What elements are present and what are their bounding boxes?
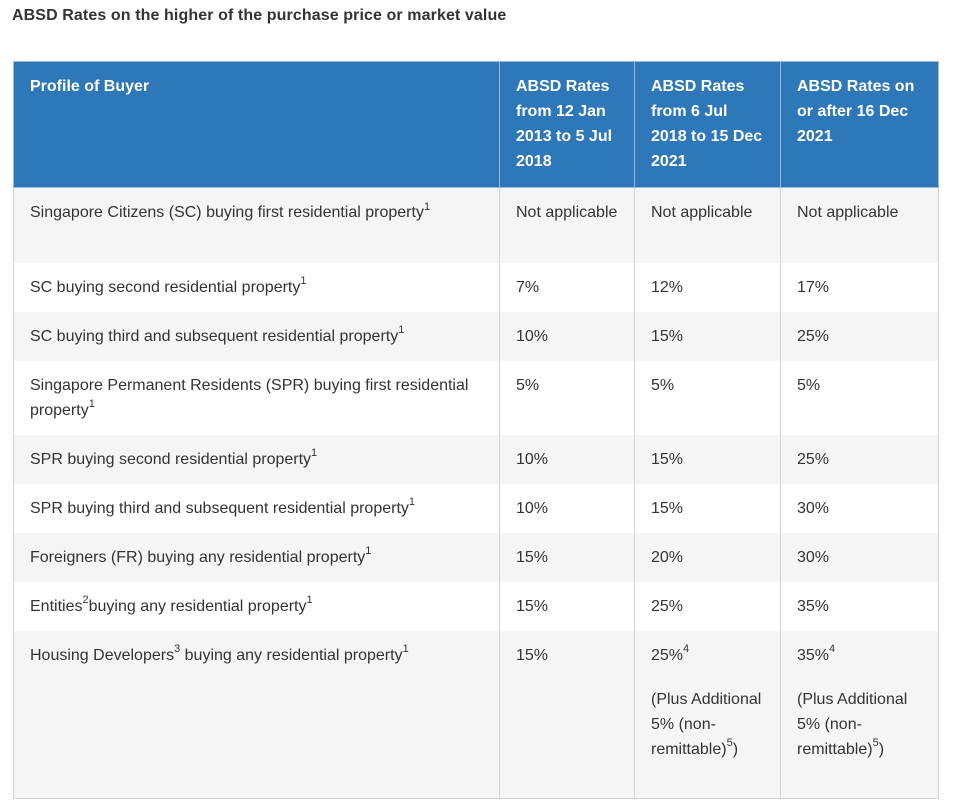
- table-row: SC buying second residential property1 7…: [13, 262, 939, 312]
- profile-cell: SPR buying second residential property1: [13, 434, 500, 484]
- table-header: Profile of Buyer ABSD Rates from 12 Jan …: [13, 61, 939, 188]
- profile-cell: SC buying second residential property1: [13, 262, 500, 312]
- rate-2013-cell: 15%: [499, 532, 635, 582]
- rate-2021-cell: 25%: [780, 434, 939, 484]
- table-row: Singapore Citizens (SC) buying first res…: [13, 187, 939, 263]
- header-rate-2018-2021: ABSD Rates from 6 Jul 2018 to 15 Dec 202…: [634, 61, 781, 188]
- rate-2021-cell: 30%: [780, 532, 939, 582]
- profile-cell: Housing Developers3 buying any residenti…: [13, 630, 500, 799]
- profile-cell: SC buying third and subsequent residenti…: [13, 311, 500, 361]
- rate-2021-cell: 35%: [780, 581, 939, 631]
- rate-2018-cell: 15%: [634, 311, 781, 361]
- footnote-ref: 1: [311, 447, 318, 460]
- footnote-ref: 1: [306, 594, 313, 607]
- table-row: SPR buying third and subsequent resident…: [13, 483, 939, 533]
- footnote-ref: 1: [408, 496, 416, 509]
- rate-2013-cell: 7%: [499, 262, 635, 312]
- rate-2021-cell: 35%4 (Plus Additional 5% (non-remittable…: [780, 630, 939, 799]
- footnote-ref: 1: [365, 545, 372, 558]
- rate-2018-cell: 15%: [634, 483, 781, 533]
- table-row: Singapore Permanent Residents (SPR) buyi…: [13, 360, 939, 435]
- rate-2013-cell: 15%: [499, 581, 635, 631]
- table-row: SPR buying second residential property1 …: [13, 434, 939, 484]
- header-rate-2013-2018: ABSD Rates from 12 Jan 2013 to 5 Jul 201…: [499, 61, 635, 188]
- additional-rate-note: (Plus Additional 5% (non-remittable)5): [797, 690, 908, 758]
- footnote-ref: 1: [402, 643, 409, 656]
- rate-2018-cell: Not applicable: [634, 187, 781, 263]
- header-rate-after-2021: ABSD Rates on or after 16 Dec 2021: [780, 61, 939, 188]
- profile-cell: Foreigners (FR) buying any residential p…: [13, 532, 500, 582]
- footnote-ref: 1: [300, 275, 307, 288]
- table-caption: ABSD Rates on the higher of the purchase…: [12, 7, 507, 24]
- rate-2013-cell: 10%: [499, 311, 635, 361]
- rate-2013-cell: 5%: [499, 360, 635, 435]
- rate-2021-cell: 30%: [780, 483, 939, 533]
- footnote-ref: 2: [82, 594, 89, 607]
- table-body: Singapore Citizens (SC) buying first res…: [13, 187, 939, 799]
- profile-cell: Entities2buying any residential property…: [13, 581, 500, 631]
- table-row: Foreigners (FR) buying any residential p…: [13, 532, 939, 582]
- rate-2021-cell: 17%: [780, 262, 939, 312]
- footnote-ref: 5: [872, 737, 879, 750]
- profile-cell: Singapore Permanent Residents (SPR) buyi…: [13, 360, 500, 435]
- additional-rate-note: (Plus Additional 5% (non-remittable)5): [651, 690, 762, 758]
- rate-2018-cell: 25%4 (Plus Additional 5% (non-remittable…: [634, 630, 781, 799]
- rate-2021-cell: 25%: [780, 311, 939, 361]
- rate-2018-cell: 5%: [634, 360, 781, 435]
- rate-2021-cell: Not applicable: [780, 187, 939, 263]
- header-row: Profile of Buyer ABSD Rates from 12 Jan …: [13, 61, 939, 188]
- rate-2018-cell: 12%: [634, 262, 781, 312]
- header-profile-of-buyer: Profile of Buyer: [13, 61, 500, 188]
- table-row: SC buying third and subsequent residenti…: [13, 311, 939, 361]
- rate-2018-cell: 25%: [634, 581, 781, 631]
- footnote-ref: 1: [398, 324, 405, 337]
- rate-2018-cell: 20%: [634, 532, 781, 582]
- footnote-ref: 5: [726, 737, 733, 750]
- footnote-ref: 1: [88, 398, 95, 411]
- footnote-ref: 4: [683, 643, 690, 656]
- profile-cell: Singapore Citizens (SC) buying first res…: [13, 187, 500, 263]
- absd-rates-table: Profile of Buyer ABSD Rates from 12 Jan …: [13, 61, 939, 799]
- rate-2013-cell: Not applicable: [499, 187, 635, 263]
- rate-2013-cell: 10%: [499, 434, 635, 484]
- rate-2018-cell: 15%: [634, 434, 781, 484]
- footnote-ref: 3: [174, 643, 181, 656]
- footnote-ref: 4: [829, 643, 836, 656]
- rate-2021-cell: 5%: [780, 360, 939, 435]
- table-row: Entities2buying any residential property…: [13, 581, 939, 631]
- rate-2013-cell: 15%: [499, 630, 635, 799]
- rate-2013-cell: 10%: [499, 483, 635, 533]
- profile-cell: SPR buying third and subsequent resident…: [13, 483, 500, 533]
- table-row: Housing Developers3 buying any residenti…: [13, 630, 939, 799]
- footnote-ref: 1: [423, 200, 431, 213]
